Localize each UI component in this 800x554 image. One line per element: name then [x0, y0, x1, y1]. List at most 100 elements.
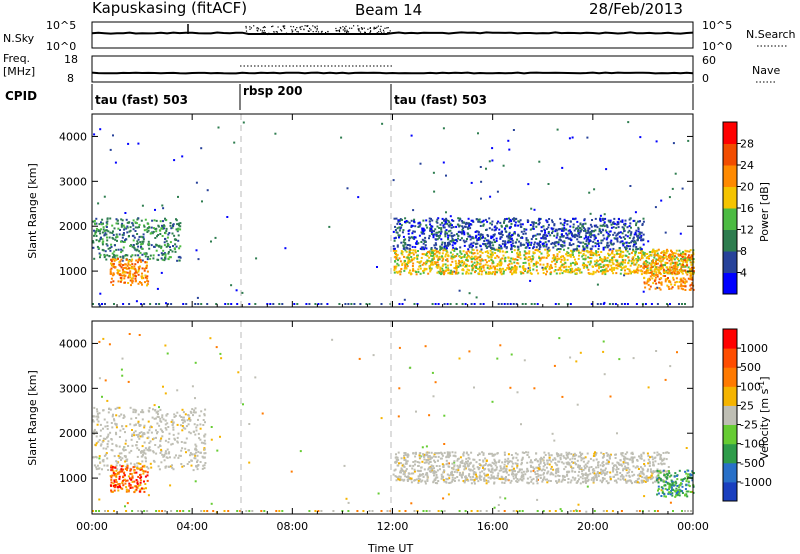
- echo-cell: [563, 240, 566, 243]
- echo-cell: [444, 255, 447, 258]
- echo-cell: [620, 464, 623, 467]
- echo-cell: [96, 423, 99, 426]
- echo-cell: [113, 258, 116, 261]
- echo-cell: [137, 238, 140, 241]
- echo-cell: [449, 263, 452, 266]
- echo-cell: [115, 218, 118, 221]
- echo-cell: [180, 449, 183, 452]
- echo-cell: [136, 218, 139, 221]
- echo-cell: [416, 255, 419, 258]
- echo-cell: [404, 458, 407, 461]
- echo-cell: [576, 403, 579, 406]
- echo-cell: [426, 260, 429, 263]
- echo-cell: [657, 258, 660, 261]
- echo-cell: [143, 432, 146, 435]
- echo-cell: [446, 242, 449, 244]
- echo-cell: [112, 237, 115, 240]
- echo-cell: [584, 222, 587, 225]
- echo-cell: [609, 395, 612, 398]
- echo-cell: [188, 417, 191, 420]
- echo-cell: [679, 232, 682, 235]
- echo-cell: [684, 269, 687, 272]
- freq-tick-top: 18: [64, 53, 78, 66]
- echo-cell: [440, 273, 442, 276]
- echo-cell: [480, 266, 483, 269]
- echo-cell: [637, 468, 640, 470]
- echo-cell: [406, 220, 409, 223]
- nsearch-dot: [373, 26, 375, 28]
- echo-cell: [499, 233, 502, 236]
- nsearch-dot: [369, 27, 371, 29]
- echo-cell: [456, 271, 459, 274]
- echo-cell: [177, 195, 179, 198]
- echo-cell: [179, 424, 182, 427]
- echo-cell: [203, 464, 206, 467]
- echo-cell: [137, 270, 140, 273]
- echo-cell: [137, 475, 140, 478]
- echo-cell: [163, 244, 166, 247]
- echo-cell: [93, 430, 96, 433]
- echo-cell: [115, 222, 118, 225]
- echo-cell: [129, 264, 132, 267]
- echo-cell: [193, 409, 196, 412]
- echo-cell: [560, 510, 563, 512]
- echo-cell: [144, 276, 147, 279]
- echo-cell: [538, 221, 541, 224]
- echo-cell: [122, 448, 125, 451]
- echo-cell: [275, 510, 278, 512]
- echo-cell: [584, 264, 587, 266]
- echo-cell: [667, 268, 670, 271]
- echo-cell: [603, 271, 606, 274]
- echo-cell: [632, 261, 635, 264]
- echo-cell: [498, 459, 501, 462]
- echo-cell: [571, 476, 574, 479]
- echo-cell: [579, 455, 582, 458]
- echo-cell: [146, 258, 149, 261]
- echo-cell: [159, 452, 162, 454]
- echo-cell: [546, 252, 549, 255]
- echo-cell: [649, 251, 652, 253]
- echo-cell: [474, 271, 476, 274]
- echo-cell: [625, 481, 628, 484]
- echo-cell: [448, 243, 451, 246]
- echo-cell: [117, 489, 120, 492]
- echo-cell: [134, 489, 137, 492]
- nsearch-dot: [277, 33, 279, 35]
- echo-cell: [488, 245, 490, 248]
- echo-cell: [106, 445, 109, 448]
- echo-cell: [429, 270, 432, 273]
- echo-cell: [503, 303, 506, 305]
- echo-cell: [564, 270, 567, 272]
- echo-cell: [594, 271, 597, 274]
- echo-cell: [572, 256, 575, 258]
- echo-cell: [644, 264, 647, 267]
- nsearch-tick-bottom: 10^0: [702, 40, 732, 53]
- echo-cell: [659, 288, 662, 291]
- echo-cell: [622, 251, 625, 254]
- echo-cell: [122, 417, 125, 419]
- echo-cell: [556, 255, 559, 258]
- echo-cell: [423, 239, 426, 242]
- echo-cell: [594, 242, 597, 245]
- echo-cell: [188, 510, 191, 512]
- echo-cell: [408, 271, 411, 274]
- echo-cell: [510, 246, 513, 249]
- echo-cell: [98, 223, 101, 226]
- echo-cell: [126, 267, 129, 270]
- echo-cell: [522, 477, 525, 480]
- echo-cell: [146, 275, 149, 278]
- echo-cell: [420, 246, 423, 249]
- echo-cell: [137, 266, 140, 269]
- echo-cell: [614, 473, 617, 476]
- echo-cell: [537, 233, 540, 236]
- echo-cell: [155, 219, 158, 222]
- echo-cell: [423, 267, 426, 270]
- echo-cell: [425, 224, 428, 227]
- echo-cell: [448, 462, 450, 465]
- echo-cell: [639, 252, 642, 254]
- echo-cell: [605, 510, 608, 512]
- echo-cell: [533, 303, 536, 305]
- echo-cell: [645, 259, 648, 262]
- colorbar-swatch: [723, 165, 737, 187]
- echo-cell: [533, 252, 536, 254]
